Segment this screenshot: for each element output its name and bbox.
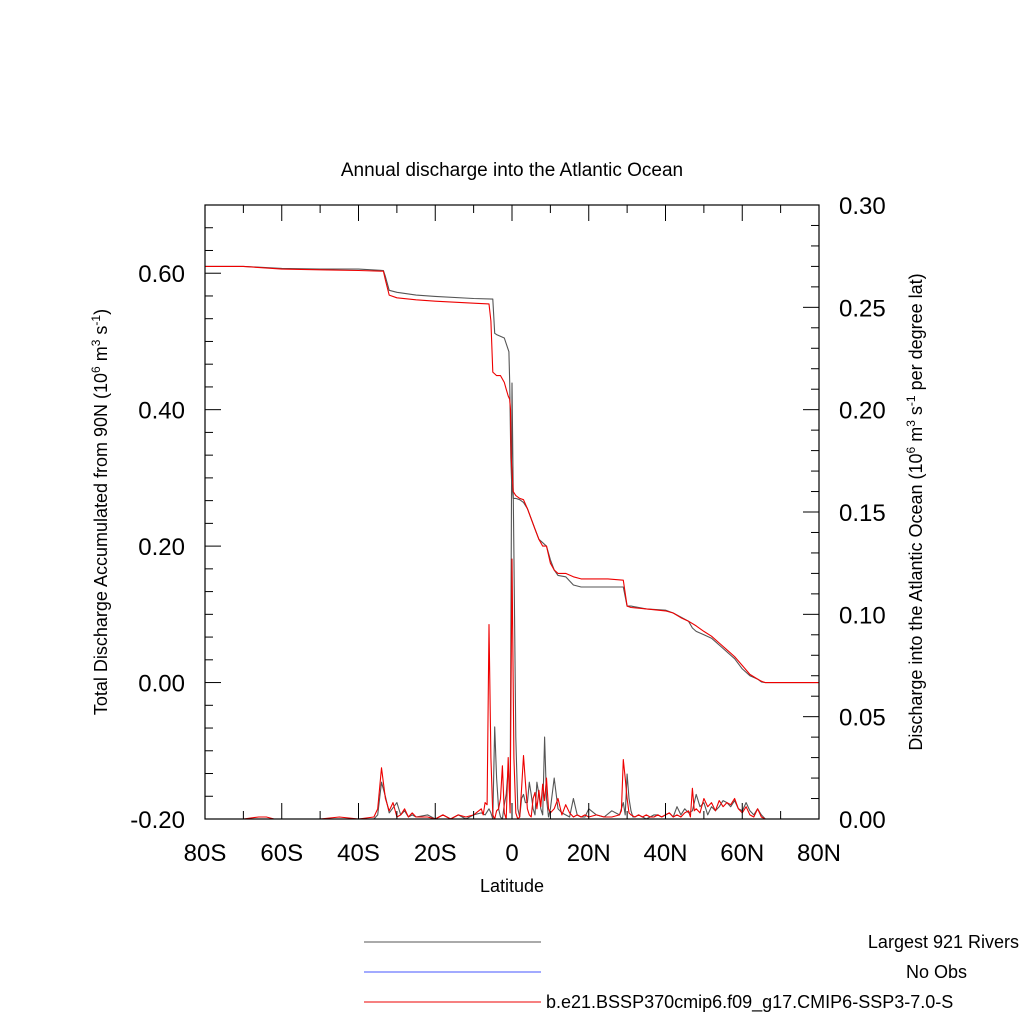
series-line-left-2 bbox=[205, 265, 819, 684]
legend-label-1: No Obs bbox=[906, 962, 967, 982]
legend-label-0: Largest 921 Rivers bbox=[868, 932, 1019, 952]
tick-labels: 80S 60S 40S 20S 0 20N 40N 60N 80N -0.20 0.00 0.20 0.… bbox=[130, 193, 885, 867]
y-right-tick-label: 0.30 bbox=[839, 193, 886, 220]
x-tick-label: 60N bbox=[720, 840, 764, 867]
x-tick-label: 0 bbox=[505, 840, 518, 867]
right-axis-series-layer bbox=[205, 382, 819, 820]
y-left-tick-label: 0.60 bbox=[138, 261, 185, 288]
x-tick-label: 20N bbox=[567, 840, 611, 867]
plot-frame bbox=[204, 204, 820, 820]
y-right-tick-label: 0.00 bbox=[839, 807, 886, 834]
x-tick-label: 80S bbox=[184, 840, 227, 867]
x-tick-label: 80N bbox=[797, 840, 841, 867]
left-axis-series-layer bbox=[205, 265, 819, 684]
tick-marks bbox=[204, 204, 820, 820]
y-axis-right-label: Discharge into the Atlantic Ocean (106​ … bbox=[904, 273, 926, 750]
y-right-tick-label: 0.10 bbox=[839, 602, 886, 629]
y-left-tick-label: 0.00 bbox=[138, 671, 185, 698]
y-right-tick-label: 0.25 bbox=[839, 295, 886, 322]
x-tick-label: 60S bbox=[260, 840, 303, 867]
y-right-tick-label: 0.20 bbox=[839, 398, 886, 425]
y-right-tick-label: 0.15 bbox=[839, 500, 886, 527]
y-right-tick-label: 0.05 bbox=[839, 705, 886, 732]
x-axis-label: Latitude bbox=[480, 876, 544, 896]
x-tick-label: 40S bbox=[337, 840, 380, 867]
series-line-right-3 bbox=[205, 382, 819, 820]
series-line-right-4 bbox=[205, 558, 819, 820]
chart-title: Annual discharge into the Atlantic Ocean bbox=[341, 160, 683, 181]
y-left-tick-label: 0.40 bbox=[138, 398, 185, 425]
legend-label-2: b.e21.BSSP370cmip6.f09_g17.CMIP6-SSP3-7.… bbox=[546, 992, 953, 1013]
legend: Largest 921 Rivers No Obs b.e21.BSSP370cmi… bbox=[364, 932, 1019, 1013]
y-left-tick-label: -0.20 bbox=[130, 807, 185, 834]
y-axis-left-label: Total Discharge Accumulated from 90N (10… bbox=[89, 309, 111, 715]
x-tick-label: 40N bbox=[643, 840, 687, 867]
y-left-tick-label: 0.20 bbox=[138, 534, 185, 561]
x-tick-label: 20S bbox=[414, 840, 457, 867]
